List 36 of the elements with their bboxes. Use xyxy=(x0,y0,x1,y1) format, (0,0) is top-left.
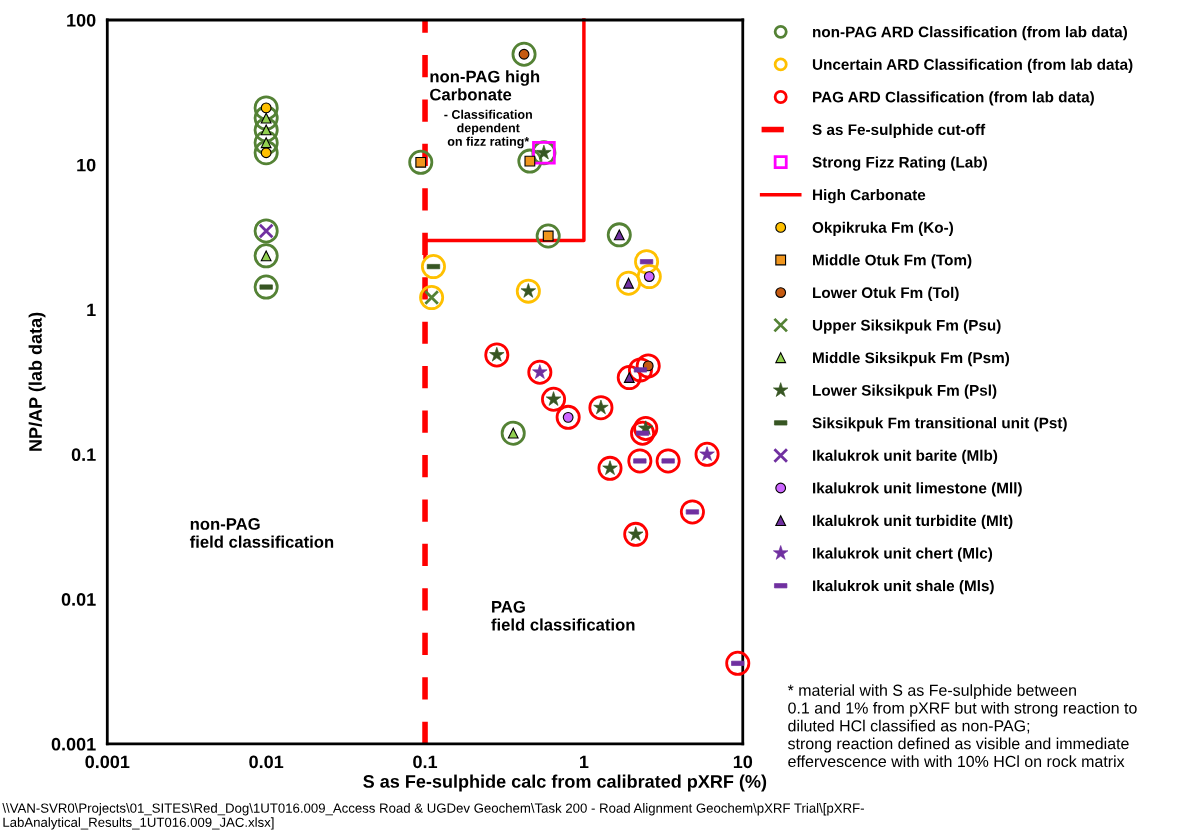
legend-label: High Carbonate xyxy=(813,189,926,204)
annotation: PAG field classification xyxy=(491,600,635,631)
x-axis-title: S as Fe-sulphide calc from calibrated pXRF (%) xyxy=(363,774,767,792)
x-tick-label: 0.1 xyxy=(413,755,438,769)
legend-label: Middle Otuk Fm (Tom) xyxy=(813,254,972,269)
legend-label: Ikalukrok unit chert (Mlc) xyxy=(813,547,993,562)
legend-label: Uncertain ARD Classification (from lab data) xyxy=(812,58,1133,73)
legend-label: Ikalukrok unit turbidite (Mlt) xyxy=(813,514,1013,530)
x-tick-label: 0.01 xyxy=(249,755,284,769)
legend-label: non-PAG ARD Classification (from lab data) xyxy=(813,26,1128,41)
legend-label: Middle Siksikpuk Fm (Psm) xyxy=(813,351,1010,367)
y-tick-label: 0.1 xyxy=(71,448,96,462)
legend-label: Strong Fizz Rating (Lab) xyxy=(812,156,987,171)
legend-label: Ikalukrok unit barite (Mlb) xyxy=(813,449,998,464)
annotation: - Classification dependent on fizz rating* xyxy=(444,109,532,149)
y-axis-title: NP/AP (lab data) xyxy=(28,312,46,451)
x-tick-label: 1 xyxy=(580,755,589,769)
y-tick-label: 10 xyxy=(77,158,96,172)
annotation: non-PAG field classification xyxy=(189,518,334,548)
legend-label: Okpikruka Fm (Ko-) xyxy=(812,221,954,236)
y-tick-label: 0.01 xyxy=(61,593,96,606)
y-tick-label: 100 xyxy=(67,13,96,27)
legend-label: Upper Siksikpuk Fm (Psu) xyxy=(812,319,1001,334)
legend-label: Ikalukrok unit limestone (Mll) xyxy=(813,482,1022,497)
y-tick-label: 0.001 xyxy=(51,737,96,751)
legend-label: Lower Siksikpuk Fm (Psl) xyxy=(813,384,997,399)
y-tick-label: 1 xyxy=(87,303,96,317)
legend-label: Siksikpuk Fm transitional unit (Pst) xyxy=(812,417,1067,432)
legend-label: Ikalukrok unit shale (Mls) xyxy=(813,580,994,595)
legend-label: Lower Otuk Fm (Tol) xyxy=(813,286,959,302)
text: * material with S as Fe-sulphide between 0.1 and 1% from pXRF but with strong reaction to diluted HCl classified as non-PAG; strong reaction defined as visible and immediate effervescence with with 10% HCl on rock matrix xyxy=(787,684,1137,768)
legend-label: S as Fe-sulphide cut-off xyxy=(812,123,986,139)
annotation: non-PAG high Carbonate xyxy=(430,70,540,101)
x-tick-label: 10 xyxy=(733,755,753,769)
legend-label: PAG ARD Classification (from lab data) xyxy=(813,91,1094,106)
text: \\VAN-SVR0\Projects\01_SITES\Red_Dog\1UT016.009_Access Road & UGDev Geochem\Task 200 - Road Alignment Geochem\pXRF Trial\[pXRF- LabAnalytical_Results_1UT016.009_JAC.xlsx] xyxy=(2,803,864,830)
